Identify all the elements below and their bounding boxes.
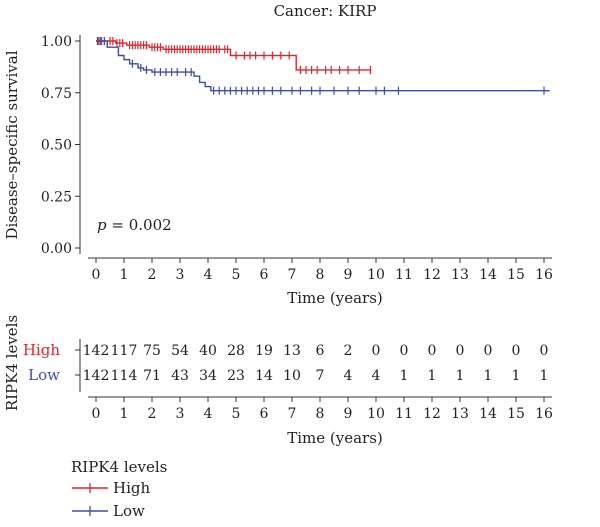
legend-label-high: High (113, 479, 150, 497)
survival-curves (96, 37, 550, 95)
risk-count: 0 (372, 343, 381, 359)
chart-title: Cancer: KIRP (274, 2, 377, 20)
risk-count: 7 (316, 368, 325, 384)
risk-count: 1 (456, 368, 465, 384)
risk-count: 40 (199, 343, 217, 359)
risk-count: 34 (199, 368, 217, 384)
x-tick-label: 11 (395, 267, 413, 283)
risk-count: 75 (143, 343, 161, 359)
x-tick-label: 4 (204, 267, 213, 283)
x-axis-label: Time (years) (287, 289, 383, 307)
risk-count: 0 (400, 343, 409, 359)
x-tick-label: 16 (535, 267, 553, 283)
x-tick-label: 9 (344, 267, 353, 283)
risk-count: 23 (227, 368, 245, 384)
risk-x-tick-label: 6 (260, 406, 269, 422)
risk-count: 142 (83, 368, 110, 384)
y-axis-label-wrap: Disease–specific survival (3, 50, 21, 239)
risk-table-y-label-wrap: RIPK4 levels (3, 315, 21, 411)
risk-count: 1 (512, 368, 521, 384)
risk-count: 1 (400, 368, 409, 384)
x-tick-label: 14 (479, 267, 497, 283)
survival-curve-low (96, 40, 550, 92)
risk-count: 0 (512, 343, 521, 359)
risk-count: 1 (540, 368, 549, 384)
risk-count: 28 (227, 343, 245, 359)
x-tick-label: 2 (148, 267, 157, 283)
risk-x-tick-label: 5 (232, 406, 241, 422)
x-tick-label: 15 (507, 267, 525, 283)
risk-x-tick-label: 4 (204, 406, 213, 422)
p-value-annotation: p = 0.002 (97, 216, 172, 234)
p-symbol: p (97, 216, 107, 234)
x-tick-label: 5 (232, 267, 241, 283)
x-tick-label: 0 (92, 267, 101, 283)
risk-count: 4 (344, 368, 353, 384)
y-tick-label: 0.25 (41, 189, 72, 205)
risk-count: 14 (255, 368, 273, 384)
x-tick-label: 3 (176, 267, 185, 283)
risk-x-tick-label: 7 (288, 406, 297, 422)
risk-count: 0 (484, 343, 493, 359)
risk-x-tick-label: 9 (344, 406, 353, 422)
risk-count: 114 (111, 368, 138, 384)
risk-count: 1 (484, 368, 493, 384)
risk-count: 6 (316, 343, 325, 359)
risk-count: 117 (111, 343, 138, 359)
risk-x-tick-label: 0 (92, 406, 101, 422)
risk-count: 19 (255, 343, 273, 359)
risk-x-tick-label: 8 (316, 406, 325, 422)
x-tick-group: 0 1 2 3 4 5 6 7 8 9 10 11 12 13 14 15 16 (92, 258, 553, 283)
x-tick-label: 1 (120, 267, 129, 283)
y-tick-label: 0.75 (41, 86, 72, 102)
y-tick-group: 0.00 0.25 0.50 0.75 1.00 (41, 34, 80, 257)
risk-x-tick-label: 13 (451, 406, 469, 422)
risk-count: 43 (171, 368, 189, 384)
risk-x-tick-label: 16 (535, 406, 553, 422)
x-tick-label: 10 (367, 267, 385, 283)
risk-x-tick-label: 12 (423, 406, 441, 422)
x-tick-label: 12 (423, 267, 441, 283)
risk-row-label-high: High (23, 341, 60, 359)
risk-count: 4 (372, 368, 381, 384)
x-tick-label: 6 (260, 267, 269, 283)
risk-count: 10 (283, 368, 301, 384)
risk-count: 13 (283, 343, 301, 359)
survival-curve-high (96, 40, 371, 71)
risk-count: 71 (143, 368, 161, 384)
x-tick-label: 7 (288, 267, 297, 283)
risk-count: 1 (428, 368, 437, 384)
risk-count: 142 (83, 343, 110, 359)
y-tick-label: 1.00 (41, 34, 72, 50)
y-tick-label: 0.00 (41, 241, 72, 257)
risk-x-tick-label: 3 (176, 406, 185, 422)
risk-x-tick-label: 10 (367, 406, 385, 422)
x-tick-label: 8 (316, 267, 325, 283)
y-axis-label: Disease–specific survival (3, 50, 21, 239)
legend: High Low (72, 479, 150, 520)
risk-x-tick-label: 14 (479, 406, 497, 422)
x-tick-label: 13 (451, 267, 469, 283)
risk-count: 0 (428, 343, 437, 359)
risk-x-tick-label: 1 (120, 406, 129, 422)
risk-count: 0 (456, 343, 465, 359)
y-tick-label: 0.50 (41, 138, 72, 154)
risk-count: 54 (171, 343, 189, 359)
risk-table-y-label: RIPK4 levels (3, 315, 21, 411)
risk-x-tick-label: 11 (395, 406, 413, 422)
legend-label-low: Low (113, 502, 145, 520)
risk-count: 2 (344, 343, 353, 359)
risk-row-label-low: Low (28, 366, 60, 384)
p-value: = 0.002 (107, 216, 172, 234)
risk-table-x-label: Time (years) (287, 429, 383, 447)
risk-x-tick-label: 15 (507, 406, 525, 422)
risk-x-tick-label: 2 (148, 406, 157, 422)
risk-count: 0 (540, 343, 549, 359)
legend-title: RIPK4 levels (71, 458, 167, 476)
